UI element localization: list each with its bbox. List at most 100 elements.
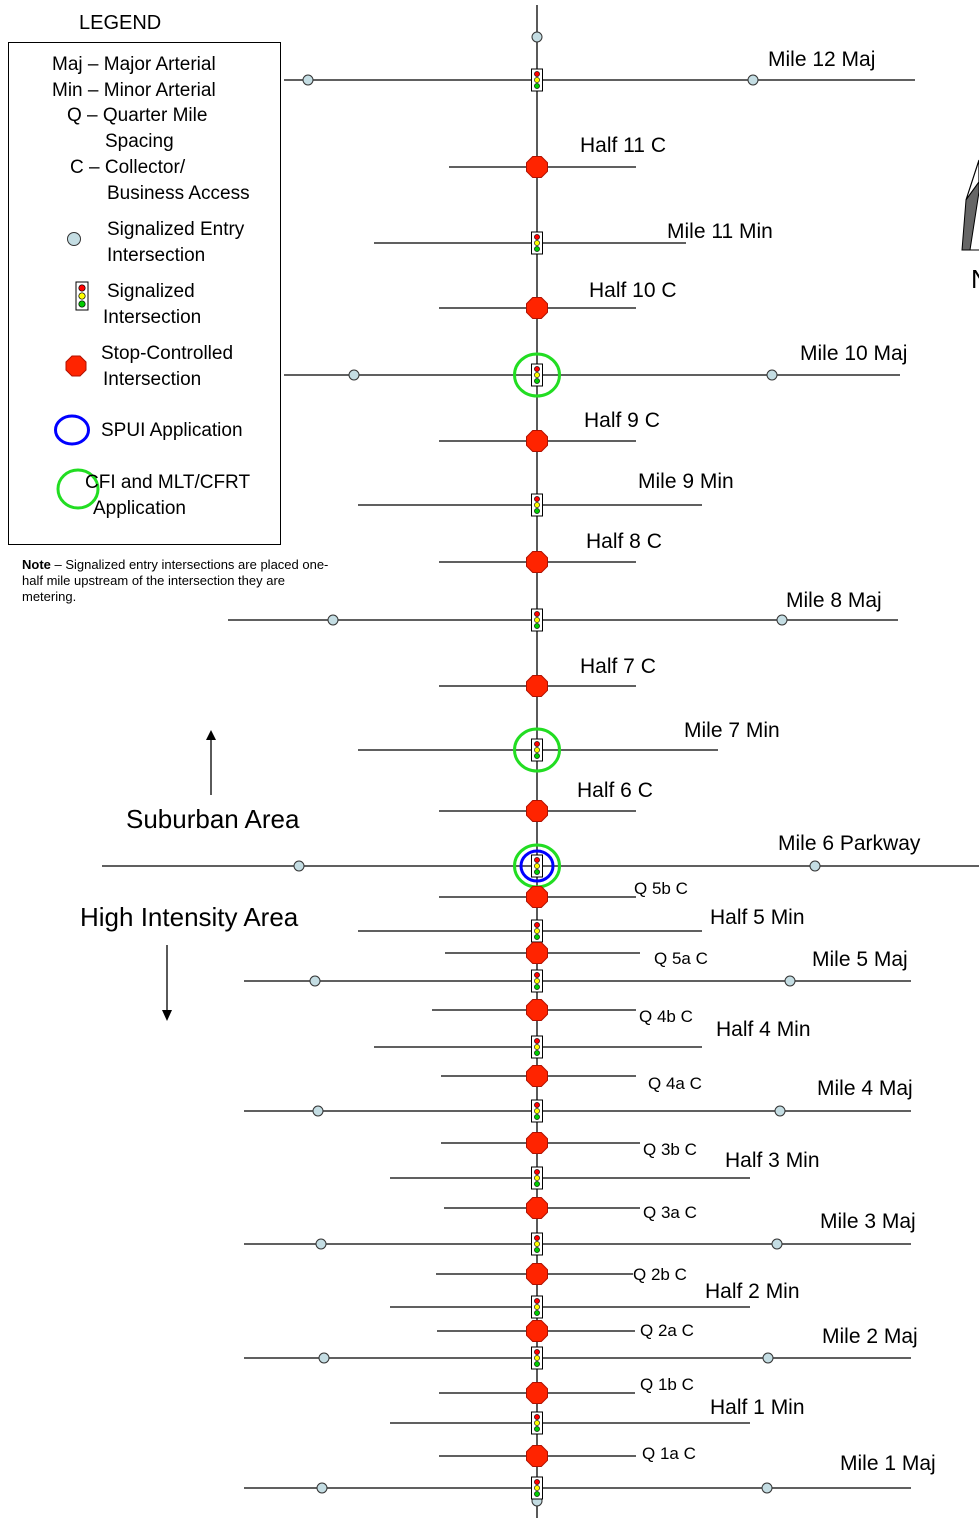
intersection-label-q-4a-c: Q 4a C <box>648 1074 702 1093</box>
traffic-signal-mile-3-maj <box>532 1233 543 1255</box>
legend-abbr-min: Min – Minor Arterial <box>52 78 216 103</box>
traffic-signal-half-2-min <box>532 1296 543 1318</box>
intersection-label-mile-8-maj: Mile 8 Maj <box>786 589 882 612</box>
stop-controlled-q-1a-c <box>527 1446 548 1467</box>
corridor-end-entry-top <box>532 32 542 42</box>
intersection-label-q-2b-c: Q 2b C <box>633 1265 687 1284</box>
legend-note: Note – Signalized entry intersections ar… <box>22 557 342 605</box>
entry-intersection-west-mile-6-parkway <box>294 861 304 871</box>
intersection-label-mile-12-maj: Mile 12 Maj <box>768 48 875 71</box>
stop-controlled-half-7-c <box>527 676 548 697</box>
legend-abbr-c-cont: Business Access <box>107 181 250 206</box>
legend-abbr-c: C – Collector/ <box>70 155 185 180</box>
entry-intersection-icon <box>66 231 82 247</box>
stop-controlled-q-2b-c <box>527 1264 548 1285</box>
stop-controlled-q-3a-c <box>527 1198 548 1219</box>
stop-controlled-q-5b-c <box>527 887 548 908</box>
stop-controlled-half-11-c <box>527 157 548 178</box>
intersection-label-mile-10-maj: Mile 10 Maj <box>800 342 907 365</box>
traffic-signal-mile-4-maj <box>532 1100 543 1122</box>
intersection-labels: Mile 12 Maj Half 11 C Mile 11 Min Half 10 C… <box>577 48 936 1475</box>
entry-intersection-east-mile-10-maj <box>767 370 777 380</box>
legend-cfi-label-1: CFI and MLT/CFRT <box>85 470 250 495</box>
entry-intersection-east-mile-1-maj <box>762 1483 772 1493</box>
intersection-label-half-7-c: Half 7 C <box>580 655 656 678</box>
intersection-label-half-5-min: Half 5 Min <box>710 906 805 929</box>
traffic-signal-mile-10-maj <box>532 364 543 386</box>
intersection-label-half-11-c: Half 11 C <box>580 134 666 157</box>
intersection-label-q-1a-c: Q 1a C <box>642 1444 696 1463</box>
intersection-label-mile-2-maj: Mile 2 Maj <box>822 1325 918 1348</box>
legend-signal-label-2: Intersection <box>103 305 201 330</box>
entry-intersection-west-mile-5-maj <box>310 976 320 986</box>
entry-intersection-west-mile-4-maj <box>313 1106 323 1116</box>
entry-intersection-west-mile-12-maj <box>303 75 313 85</box>
entry-intersection-west-mile-10-maj <box>349 370 359 380</box>
intersection-label-mile-4-maj: Mile 4 Maj <box>817 1077 913 1100</box>
intersection-label-q-4b-c: Q 4b C <box>639 1007 693 1026</box>
entry-intersection-west-mile-1-maj <box>317 1483 327 1493</box>
legend-spui-label: SPUI Application <box>101 418 243 443</box>
legend-cfi-label-2: Application <box>93 496 186 521</box>
legend-abbr-maj: Maj – Major Arterial <box>52 52 216 77</box>
note-label: Note <box>22 557 51 572</box>
traffic-signal-mile-2-maj <box>532 1347 543 1369</box>
traffic-signal-mile-5-maj <box>532 970 543 992</box>
traffic-signal-mile-8-maj <box>532 609 543 631</box>
intersection-label-q-5b-c: Q 5b C <box>634 879 688 898</box>
legend-abbr-q: Q – Quarter Mile <box>67 103 207 128</box>
entry-intersection-east-mile-3-maj <box>772 1239 782 1249</box>
legend-title: LEGEND <box>79 12 161 35</box>
stop-controlled-half-8-c <box>527 552 548 573</box>
stop-controlled-q-1b-c <box>527 1383 548 1404</box>
intersection-label-q-3a-c: Q 3a C <box>643 1203 697 1222</box>
intersection-label-mile-9-min: Mile 9 Min <box>638 470 734 493</box>
legend-stop-label-2: Intersection <box>103 367 201 392</box>
intersection-label-half-4-min: Half 4 Min <box>716 1018 811 1041</box>
stop-controlled-q-3b-c <box>527 1133 548 1154</box>
stop-octagon-icon <box>65 355 87 377</box>
traffic-signal-half-4-min <box>532 1036 543 1058</box>
legend-entry-label-2: Intersection <box>107 243 205 268</box>
traffic-signal-mile-1-maj <box>532 1477 543 1499</box>
intersection-label-half-10-c: Half 10 C <box>589 279 677 302</box>
traffic-signal-mile-9-min <box>532 494 543 516</box>
legend-signal-label-1: Signalized <box>107 279 195 304</box>
intersection-label-mile-6-parkway: Mile 6 Parkway <box>778 832 921 855</box>
note-text: – Signalized entry intersections are pla… <box>22 557 328 604</box>
intersection-label-half-9-c: Half 9 C <box>584 409 660 432</box>
traffic-signal-mile-6-parkway <box>532 855 543 877</box>
legend-box: Maj – Major Arterial Min – Minor Arteria… <box>8 42 281 545</box>
intersection-label-half-3-min: Half 3 Min <box>725 1149 820 1172</box>
north-arrow-icon <box>962 160 979 250</box>
entry-intersection-west-mile-8-maj <box>328 615 338 625</box>
intersection-label-mile-3-maj: Mile 3 Maj <box>820 1210 916 1233</box>
legend-stop-label-1: Stop-Controlled <box>101 341 233 366</box>
entry-intersection-east-mile-8-maj <box>777 615 787 625</box>
stop-controlled-half-6-c <box>527 801 548 822</box>
traffic-signal-half-3-min <box>532 1167 543 1189</box>
intersection-label-mile-11-min: Mile 11 Min <box>667 220 773 243</box>
entry-intersection-east-mile-4-maj <box>775 1106 785 1116</box>
entry-intersection-west-mile-2-maj <box>319 1353 329 1363</box>
intersection-label-q-2a-c: Q 2a C <box>640 1321 694 1340</box>
legend-abbr-q-cont: Spacing <box>105 129 174 154</box>
traffic-signal-half-1-min <box>532 1412 543 1434</box>
entry-intersection-east-mile-12-maj <box>748 75 758 85</box>
traffic-signal-half-5-min <box>532 920 543 942</box>
intersection-label-half-8-c: Half 8 C <box>586 530 662 553</box>
high-intensity-area-label: High Intensity Area <box>80 902 298 933</box>
intersection-label-q-3b-c: Q 3b C <box>643 1140 697 1159</box>
stop-controlled-half-9-c <box>527 431 548 452</box>
legend-entry-label-1: Signalized Entry <box>107 217 244 242</box>
traffic-signal-mile-12-maj <box>532 69 543 91</box>
traffic-signal-mile-7-min <box>532 739 543 761</box>
traffic-signal-icon <box>75 281 89 311</box>
intersection-label-q-5a-c: Q 5a C <box>654 949 708 968</box>
stop-controlled-q-5a-c <box>527 943 548 964</box>
suburban-arrow-head <box>206 730 216 740</box>
intersection-label-half-2-min: Half 2 Min <box>705 1280 800 1303</box>
entry-intersection-west-mile-3-maj <box>316 1239 326 1249</box>
stop-controlled-q-4a-c <box>527 1066 548 1087</box>
